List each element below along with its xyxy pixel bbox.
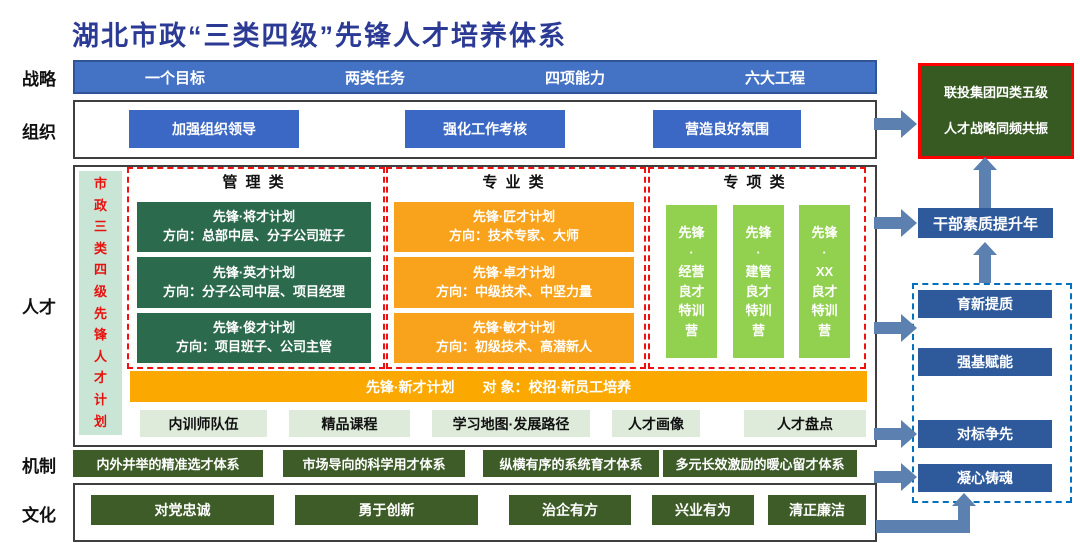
culture-item: 兴业有为 [652,495,754,525]
plan-card: 先锋·匠才计划 方向：技术专家、大师 [394,202,634,252]
culture-item: 勇于创新 [295,495,478,525]
mechanism-item: 市场导向的科学用才体系 [283,450,465,477]
strategy-bar: 一个目标 两类任务 四项能力 六大工程 [73,60,877,94]
plan-card: 先锋·卓才计划 方向：中级技术、中坚力量 [394,257,634,308]
cadre-quality-box: 干部素质提升年 [918,208,1053,238]
plan-title: 先锋·匠才计划 [472,209,556,225]
organization-item: 加强组织领导 [129,110,299,148]
arrow-right-icon [874,420,917,448]
support-item: 学习地图·发展路径 [432,410,590,437]
row-label-culture: 文化 [22,506,56,525]
arrow-right-icon [874,463,917,491]
plan-card: 先锋·将才计划 方向：总部中层、分子公司班子 [137,202,371,252]
management-header: 管 理 类 [222,174,286,191]
management-dashed-box [127,167,385,369]
plan-direction: 方向：初级技术、高潜新人 [435,339,592,354]
plan-direction: 方向：分子公司中层、项目经理 [162,283,345,299]
row-label-strategy: 战略 [22,70,56,89]
plan-direction: 方向：总部中层、分子公司班子 [162,228,345,243]
special-header: 专 项 类 [723,174,787,191]
row-label-organization: 组织 [22,123,56,142]
plan-direction: 方向：项目班子、公司主管 [175,339,332,354]
support-item: 内训师队伍 [140,410,267,437]
special-camp: 先锋 · 经营 良才 特训 营 [666,205,717,358]
support-item: 精品课程 [289,410,410,437]
mechanism-item: 内外并举的精准选才体系 [73,450,263,477]
arrow-right-icon [874,110,917,138]
support-item: 人才盘点 [744,410,866,437]
plan-direction: 方向：中级技术、中坚力量 [435,283,592,299]
strategy-item: 四项能力 [544,69,605,87]
talent-plan-vertical-bar: 市 政 三 类 四 级 先 锋 人 才 计 划 [79,171,122,435]
theme-item: 对标争先 [918,420,1052,448]
strategy-item: 两类任务 [344,69,405,87]
professional-header: 专 业 类 [482,174,546,191]
culture-item: 对党忠诚 [91,495,274,525]
themes-dashed-box [912,283,1072,503]
plan-title: 先锋·俊才计划 [212,320,296,336]
plan-title: 先锋·将才计划 [212,209,296,225]
theme-item: 凝心铸魂 [918,464,1052,492]
mechanism-item: 纵横有序的系统育才体系 [483,450,659,477]
culture-item: 治企有方 [509,495,631,525]
special-dashed-box [648,167,866,369]
culture-item: 清正廉洁 [768,495,866,525]
organization-item: 营造良好氛围 [653,110,801,148]
arrow-right-icon [874,314,917,342]
theme-item: 强基赋能 [918,348,1052,376]
page-title: 湖北市政“三类四级”先锋人才培养体系 [72,21,567,51]
special-camp: 先锋 · 建管 良才 特训 营 [733,205,784,358]
plan-card: 先锋·俊才计划 方向：项目班子、公司主管 [137,313,371,363]
support-item: 人才画像 [612,410,700,437]
plan-card: 先锋·敏才计划 方向：初级技术、高潜新人 [394,313,634,363]
plan-title: 先锋·英才计划 [212,264,296,280]
theme-item: 育新提质 [918,290,1052,318]
strategy-item: 一个目标 [144,69,205,87]
arrow-up-icon [972,157,998,208]
professional-dashed-box [386,167,646,369]
arrow-elbow-up-icon [876,493,978,534]
group-strategy-box: 联投集团四类五级 人才战略同频共振 [918,63,1074,159]
newcomer-plan-bar: 先锋·新才计划 对 象：校招·新员工培养 [130,371,867,402]
plan-title: 先锋·敏才计划 [472,320,556,336]
mechanism-item: 多元长效激励的暖心留才体系 [663,450,857,477]
plan-title: 先锋·卓才计划 [472,264,556,280]
row-label-mechanism: 机制 [22,457,56,476]
arrow-up-icon [972,242,998,283]
organization-item: 强化工作考核 [405,110,565,148]
strategy-item: 六大工程 [744,69,805,87]
plan-direction: 方向：技术专家、大师 [448,228,579,243]
plan-card: 先锋·英才计划 方向：分子公司中层、项目经理 [137,257,371,308]
row-label-talent: 人才 [22,298,56,317]
arrow-right-icon [874,209,917,237]
special-camp: 先锋 · XX 良才 特训 营 [799,205,850,358]
